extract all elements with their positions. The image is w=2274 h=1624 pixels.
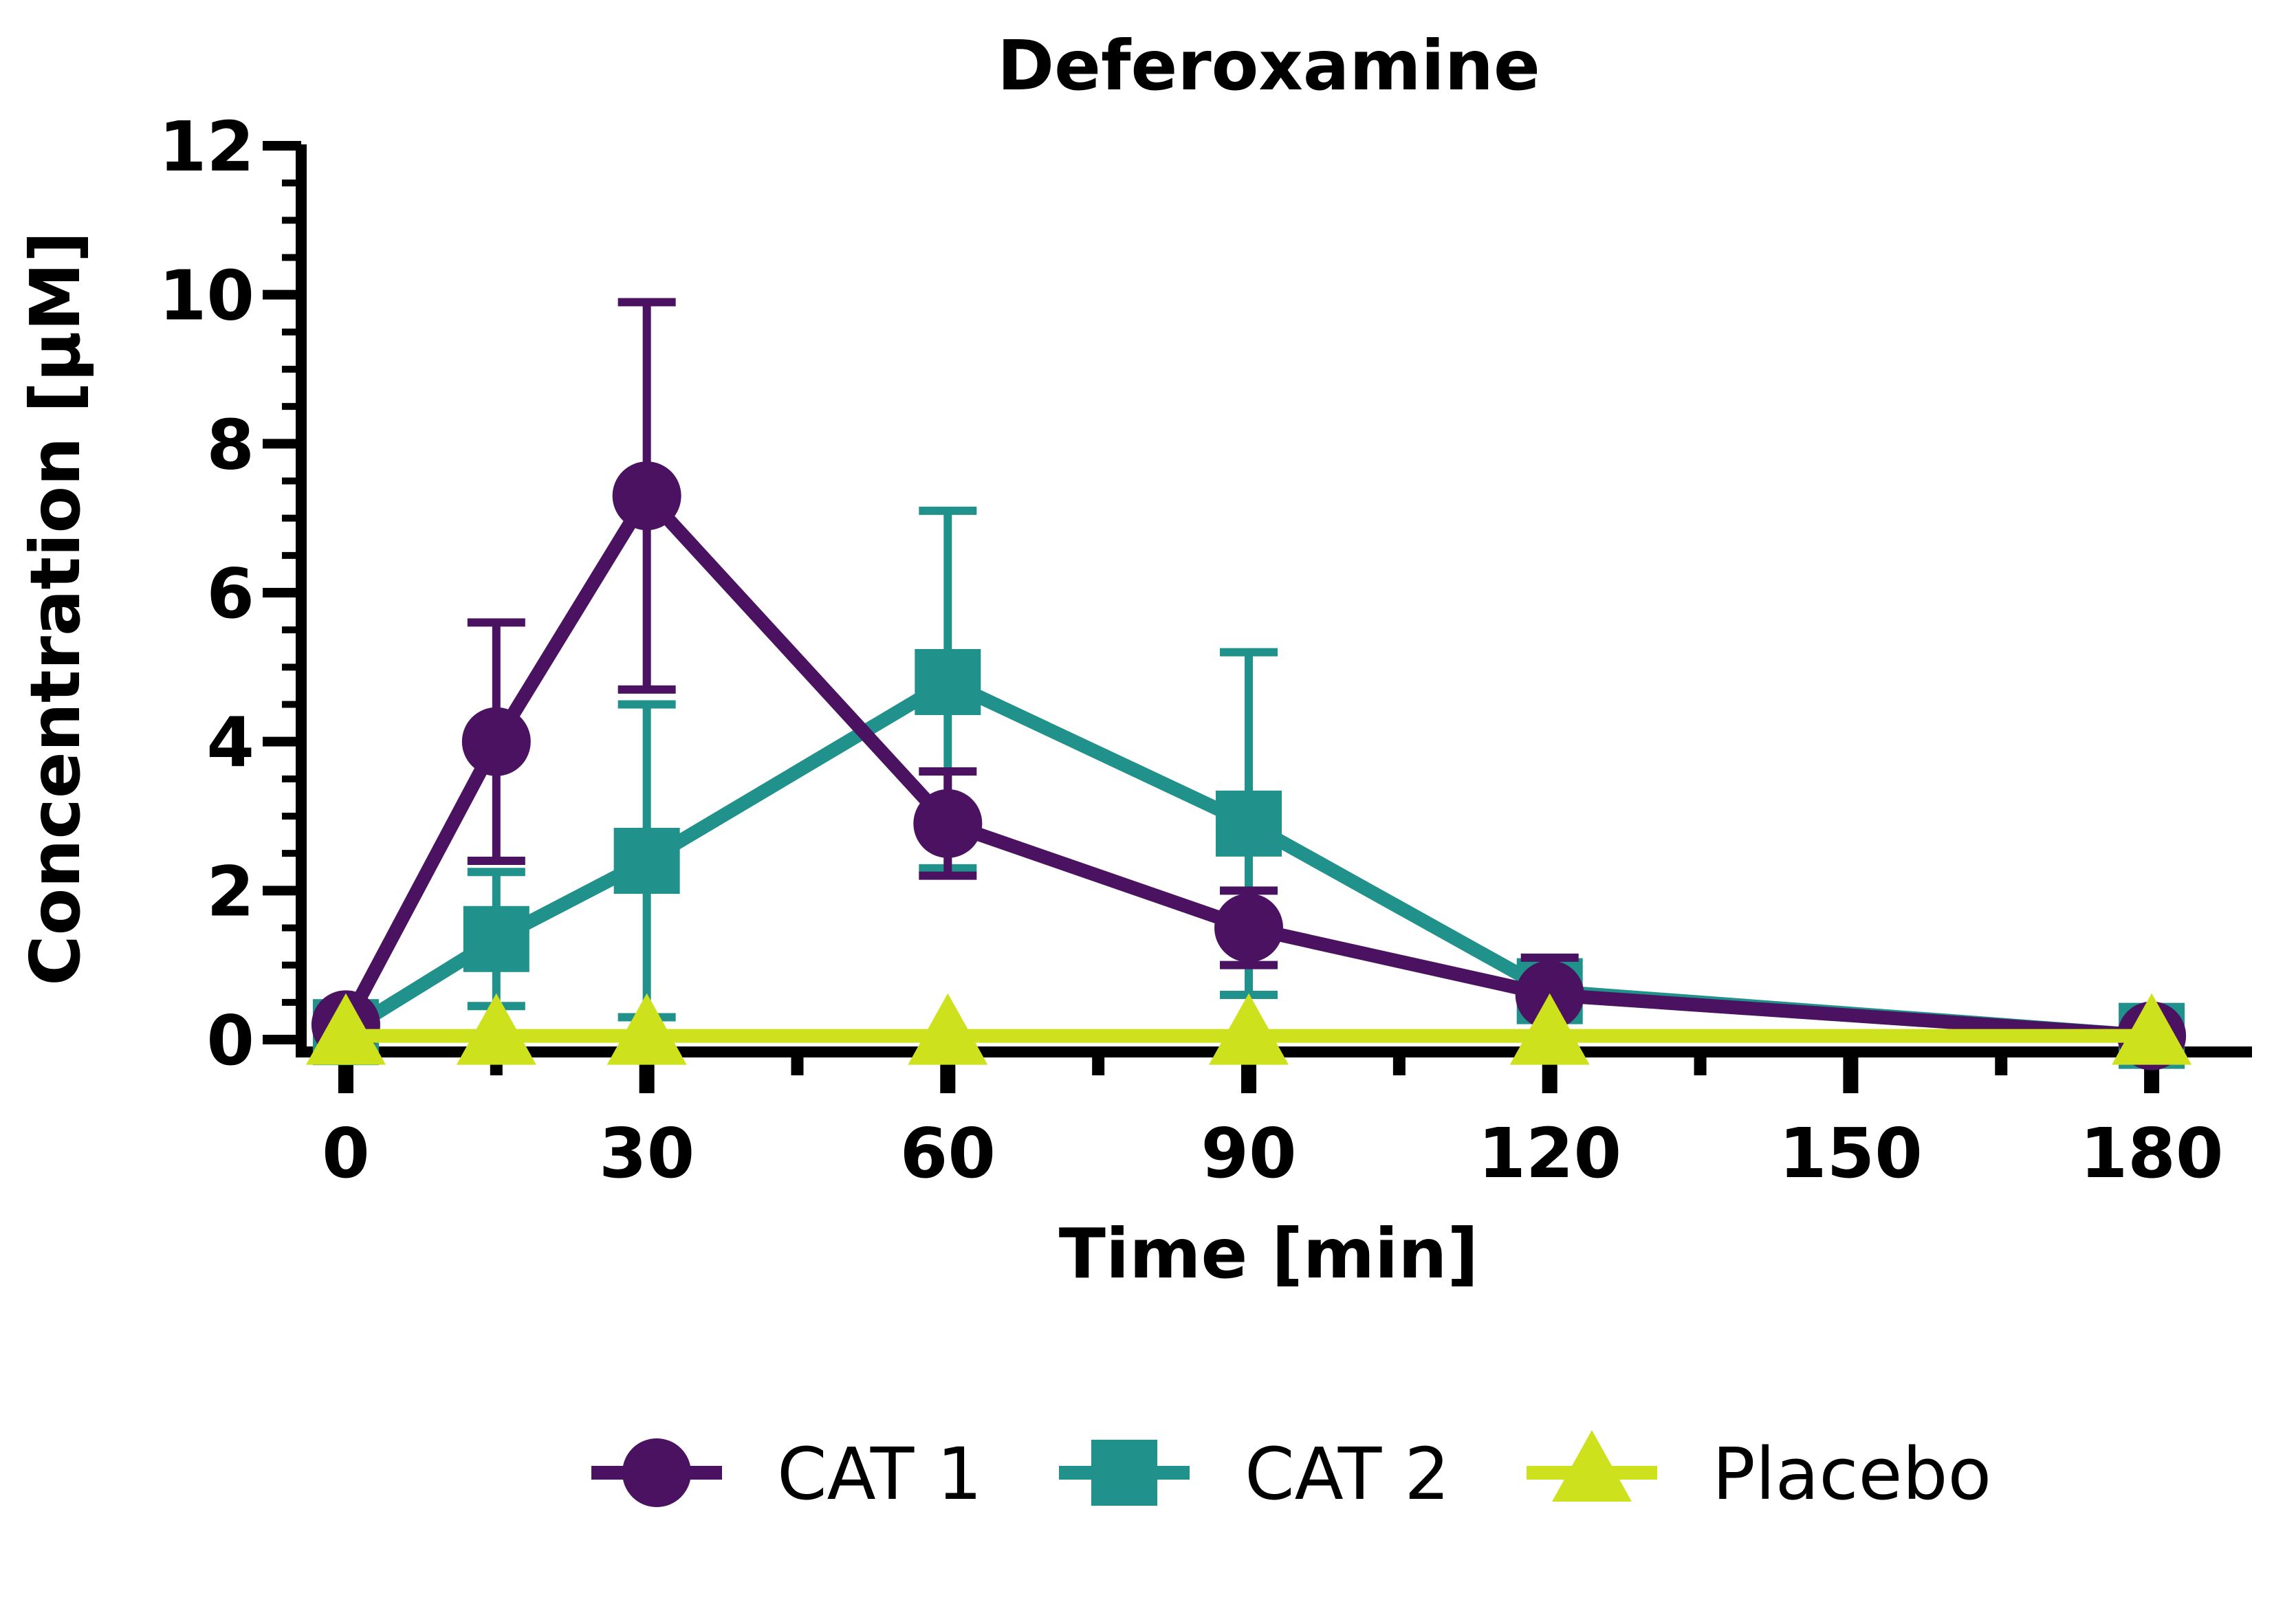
data-point — [2112, 993, 2192, 1065]
x-tick-label: 150 — [1779, 1113, 1923, 1194]
y-axis-label: Concentration [µM] — [15, 231, 96, 985]
y-tick-label: 0 — [206, 1000, 254, 1081]
y-tick-label: 10 — [159, 256, 254, 336]
data-point — [463, 906, 529, 972]
x-tick-label: 120 — [1478, 1113, 1621, 1194]
legend-label: CAT 2 — [1245, 1432, 1450, 1516]
y-tick-label: 12 — [159, 107, 254, 187]
data-point — [913, 789, 983, 858]
legend-marker — [622, 1438, 691, 1507]
data-point — [613, 828, 680, 894]
data-point — [456, 993, 536, 1065]
series-layer — [305, 298, 2192, 1071]
y-tick-label: 2 — [206, 851, 254, 932]
y-tick-label: 8 — [206, 404, 254, 485]
data-point — [612, 461, 681, 531]
chart-title: Deferoxamine — [997, 25, 1540, 106]
legend-marker — [1552, 1430, 1632, 1502]
data-point — [606, 993, 687, 1065]
data-point — [1214, 893, 1284, 963]
data-point — [1216, 790, 1282, 857]
legend-label: CAT 1 — [777, 1432, 982, 1516]
x-axis-label: Time [min] — [1059, 1214, 1478, 1294]
legend-item-cat-1: CAT 1 — [591, 1432, 982, 1516]
legend-label: Placebo — [1712, 1432, 1991, 1516]
y-axis-label-group: Concentration [µM] — [15, 231, 96, 985]
y-tick-label: 6 — [206, 553, 254, 634]
y-tick-label: 4 — [206, 703, 254, 783]
x-tick-label: 0 — [322, 1113, 370, 1194]
x-tick-label: 90 — [1201, 1113, 1296, 1194]
x-tick-label: 60 — [900, 1113, 996, 1194]
data-point — [908, 993, 988, 1065]
series-placebo — [305, 993, 2192, 1065]
legend: CAT 1 CAT 2 Placebo — [591, 1430, 1991, 1516]
legend-marker — [1091, 1440, 1157, 1506]
data-point — [461, 707, 531, 776]
x-tick-label: 180 — [2080, 1113, 2224, 1194]
data-point — [305, 993, 386, 1065]
data-point — [1509, 993, 1590, 1065]
data-point — [1209, 993, 1289, 1065]
legend-item-cat-2: CAT 2 — [1059, 1432, 1450, 1516]
legend-item-placebo: Placebo — [1527, 1430, 1991, 1516]
x-tick-label: 30 — [599, 1113, 695, 1194]
data-point — [915, 649, 981, 715]
